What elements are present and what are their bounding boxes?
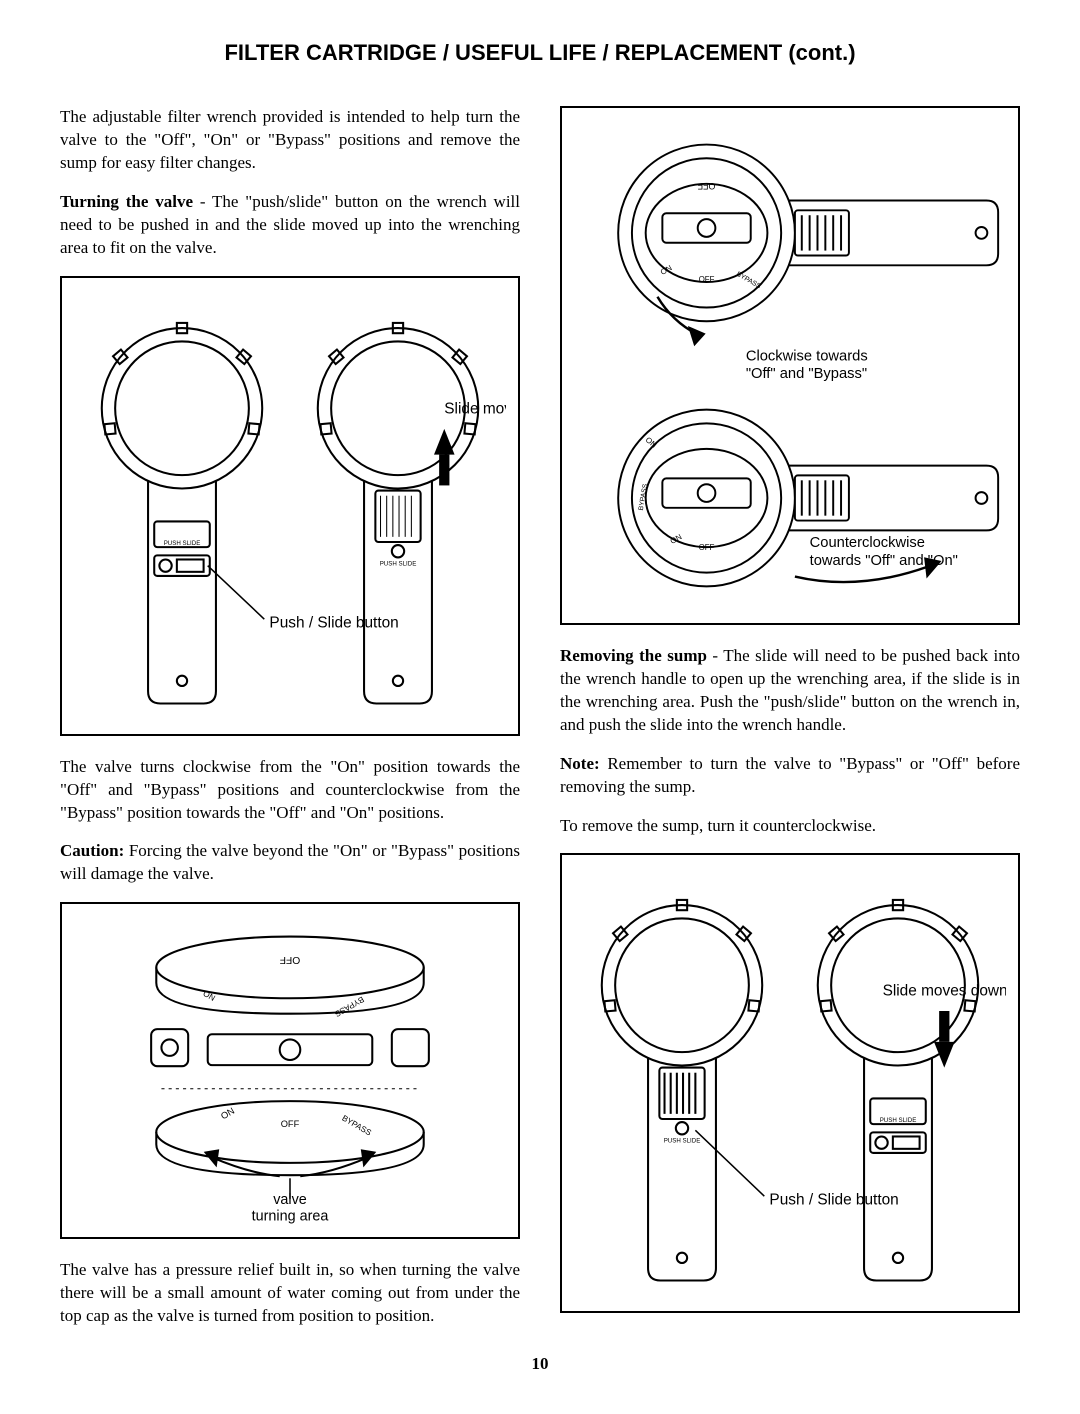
wrench-slide-up-svg: PUSH SLIDE: [74, 290, 506, 722]
figure-cw-ccw: OFF ON OFF BYPASS: [560, 106, 1020, 625]
ccw-no: NO: [644, 435, 659, 449]
turning-valve-label: Turning the valve: [60, 192, 193, 211]
cw-bypass: BYPASS: [735, 271, 762, 291]
page-title: FILTER CARTRIDGE / USEFUL LIFE / REPLACE…: [60, 40, 1020, 66]
slide-moves-up-label: Slide moves up: [444, 400, 506, 417]
cw-label-2: "Off" and "Bypass": [746, 366, 867, 382]
ccw-bypass: BYPASS: [638, 483, 650, 511]
removing-sump-label: Removing the sump: [560, 646, 707, 665]
valve-turning-svg: OFF NO BYPASS ON OFF BYPASS valve turnin…: [74, 916, 506, 1225]
left-para-3: The valve turns clockwise from the "On" …: [60, 756, 520, 825]
valve-top-off-label: OFF: [280, 954, 301, 965]
right-para-2: Note: Remember to turn the valve to "Byp…: [560, 753, 1020, 799]
valve-off-label: OFF: [281, 1119, 300, 1129]
valve-label: valve: [273, 1192, 307, 1208]
push-slide-button-label: Push / Slide button: [269, 614, 398, 631]
tiny-push-slide-label: PUSH SLIDE: [164, 540, 201, 547]
page-number: 10: [60, 1354, 1020, 1374]
left-column: The adjustable filter wrench provided is…: [60, 106, 520, 1344]
tiny-push-slide-label-4: PUSH SLIDE: [880, 1118, 917, 1125]
figure-wrench-slide-down: PUSH SLIDE: [560, 853, 1020, 1313]
push-slide-button-label-2: Push / Slide button: [769, 1192, 898, 1209]
right-para-3: To remove the sump, turn it counterclock…: [560, 815, 1020, 838]
left-para-2: Turning the valve - The "push/slide" but…: [60, 191, 520, 260]
valve-bypass-label: BYPASS: [340, 1114, 373, 1138]
figure-wrench-slide-up: PUSH SLIDE: [60, 276, 520, 736]
left-para-1: The adjustable filter wrench provided is…: [60, 106, 520, 175]
note-text: Remember to turn the valve to "Bypass" o…: [560, 754, 1020, 796]
right-para-1: Removing the sump - The slide will need …: [560, 645, 1020, 737]
ccw-label-1: Counterclockwise: [810, 535, 925, 551]
slide-moves-down-label: Slide moves down: [883, 983, 1006, 1000]
wrench-slide-down-svg: PUSH SLIDE: [574, 867, 1006, 1299]
note-label: Note:: [560, 754, 600, 773]
caution-label: Caution:: [60, 841, 124, 860]
caution-text: Forcing the valve beyond the "On" or "By…: [60, 841, 520, 883]
left-para-4: Caution: Forcing the valve beyond the "O…: [60, 840, 520, 886]
content-columns: The adjustable filter wrench provided is…: [60, 106, 1020, 1344]
cw-label-1: Clockwise towards: [746, 349, 868, 365]
left-para-5: The valve has a pressure relief built in…: [60, 1259, 520, 1328]
valve-on-label: ON: [219, 1106, 236, 1122]
turning-area-label: turning area: [252, 1209, 329, 1225]
ccw-off-bottom: OFF: [699, 543, 715, 552]
figure-valve-turning-area: OFF NO BYPASS ON OFF BYPASS valve turnin…: [60, 902, 520, 1239]
cw-off-top: OFF: [697, 181, 715, 191]
ccw-label-2: towards "Off" and "On": [810, 553, 958, 569]
right-column: OFF ON OFF BYPASS: [560, 106, 1020, 1344]
tiny-push-slide-label-2: PUSH SLIDE: [380, 560, 417, 567]
tiny-push-slide-label-3: PUSH SLIDE: [664, 1138, 701, 1145]
cw-off-bottom: OFF: [699, 275, 715, 284]
valve-bypass-label-top: BYPASS: [333, 995, 366, 1019]
cw-ccw-svg: OFF ON OFF BYPASS: [574, 120, 1006, 611]
